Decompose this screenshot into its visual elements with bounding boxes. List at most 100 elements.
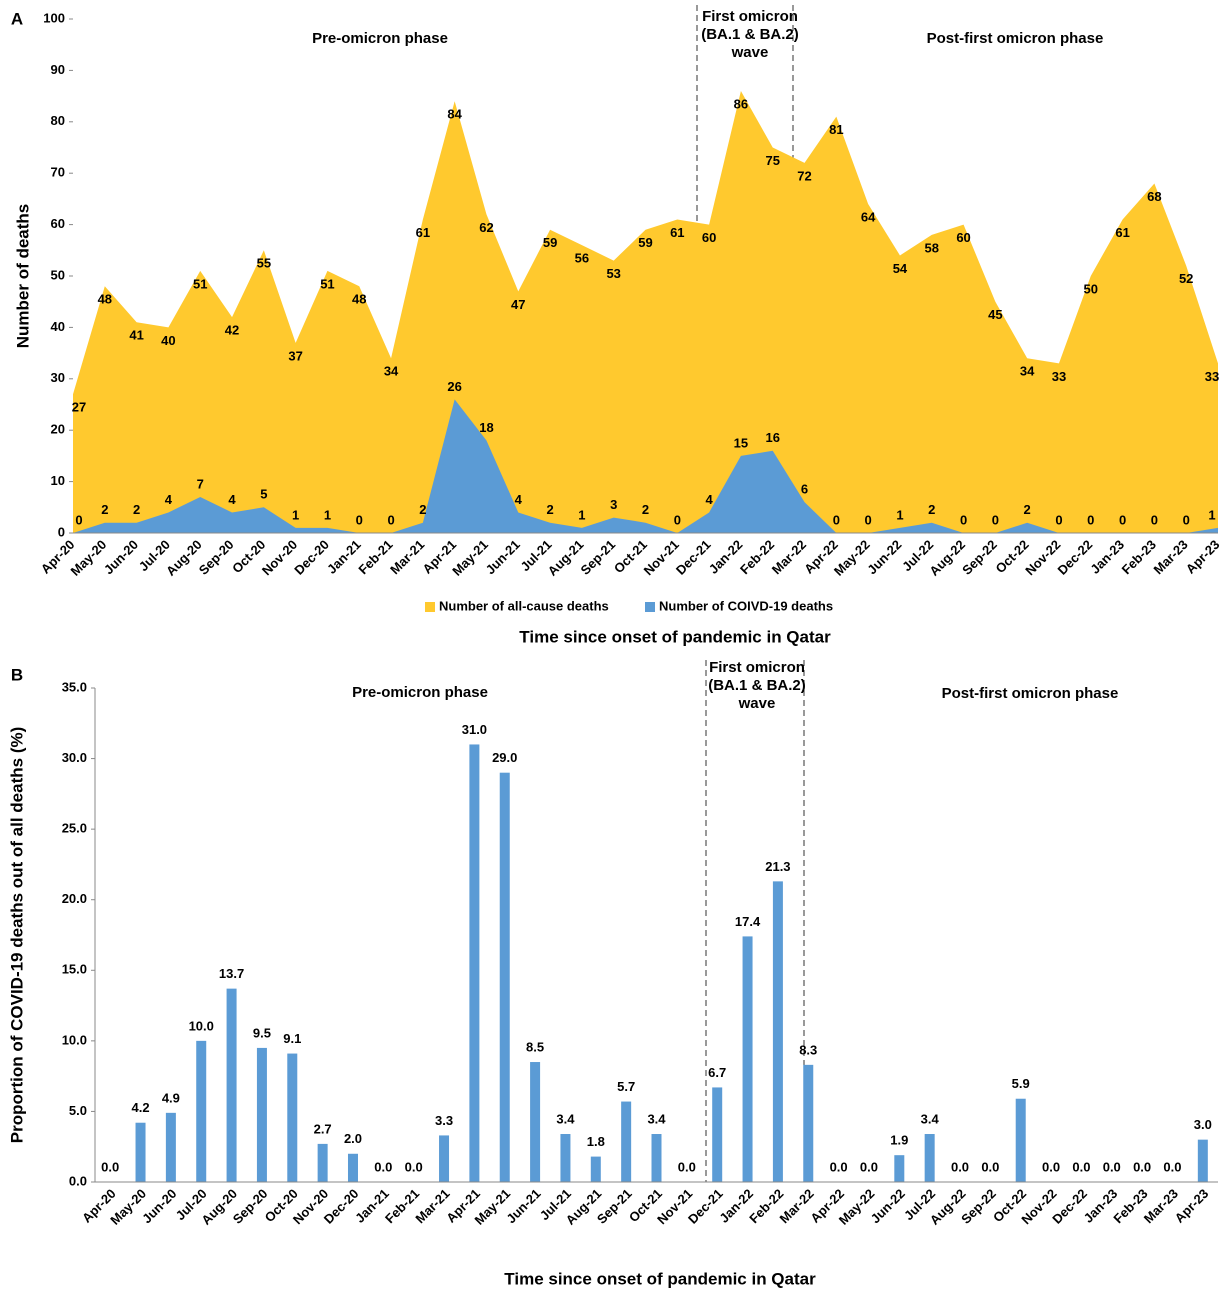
data-label: 3.4 xyxy=(921,1111,940,1126)
x-tick-label: Apr-23 xyxy=(1172,1186,1212,1226)
data-label: 47 xyxy=(511,297,525,312)
x-tick-label: Sep-20 xyxy=(230,1186,271,1227)
data-label: 1 xyxy=(324,507,331,522)
phase-label: First omicron xyxy=(709,659,805,676)
x-tick-label: May-22 xyxy=(831,537,873,579)
data-label: 33 xyxy=(1205,369,1219,384)
data-label: 42 xyxy=(225,323,239,338)
bar xyxy=(803,1064,814,1182)
area xyxy=(73,90,1218,534)
data-label: 1.9 xyxy=(890,1133,908,1148)
x-tick-label: Sep-21 xyxy=(577,537,618,578)
data-label: 4 xyxy=(515,492,523,507)
data-label: 15 xyxy=(734,435,748,450)
data-label: 5.7 xyxy=(617,1079,635,1094)
bar xyxy=(560,1134,571,1182)
data-label: 1.8 xyxy=(587,1134,605,1149)
x-tick-label: Mar-23 xyxy=(1150,537,1190,577)
x-axis-title: Time since onset of pandemic in Qatar xyxy=(519,627,831,646)
data-label: 40 xyxy=(161,333,175,348)
bar xyxy=(135,1122,146,1182)
data-label: 59 xyxy=(638,235,652,250)
data-label: 0 xyxy=(1151,512,1158,527)
y-tick-label: 20.0 xyxy=(62,891,87,906)
data-label: 48 xyxy=(98,292,112,307)
data-label: 2.7 xyxy=(314,1121,332,1136)
data-label: 4.2 xyxy=(131,1100,149,1115)
x-tick-label: Jun-21 xyxy=(483,537,523,577)
phase-label: (BA.1 & BA.2) xyxy=(701,26,799,43)
data-label: 4 xyxy=(705,492,713,507)
data-label: 0.0 xyxy=(951,1159,969,1174)
x-tick-label: Feb-22 xyxy=(737,537,777,577)
x-tick-label: Jan-23 xyxy=(1087,537,1127,577)
y-tick-label: 35.0 xyxy=(62,679,87,694)
bar xyxy=(347,1153,358,1182)
data-label: 3.4 xyxy=(647,1111,666,1126)
data-label: 0 xyxy=(865,512,872,527)
x-tick-label: Aug-22 xyxy=(926,537,968,579)
data-label: 86 xyxy=(734,96,748,111)
x-tick-label: Jan-22 xyxy=(706,537,746,577)
bar xyxy=(712,1087,723,1182)
bar xyxy=(1015,1098,1026,1182)
x-tick-label: Nov-20 xyxy=(259,537,300,578)
x-tick-label: Jan-21 xyxy=(324,537,364,577)
data-label: 2 xyxy=(642,502,649,517)
y-tick-label: 80 xyxy=(51,113,65,128)
data-label: 0.0 xyxy=(1042,1159,1060,1174)
bar xyxy=(590,1156,601,1182)
data-label: 17.4 xyxy=(735,914,761,929)
phase-label: Pre-omicron phase xyxy=(352,684,488,701)
data-label: 1 xyxy=(292,507,299,522)
y-tick-label: 10 xyxy=(51,473,65,488)
x-tick-label: Dec-20 xyxy=(321,1186,362,1227)
x-tick-label: Feb-21 xyxy=(355,537,395,577)
y-tick-label: 70 xyxy=(51,165,65,180)
data-label: 0.0 xyxy=(830,1159,848,1174)
y-tick-label: 40 xyxy=(51,319,65,334)
data-label: 18 xyxy=(479,420,493,435)
data-label: 1 xyxy=(896,507,903,522)
bar xyxy=(226,988,237,1182)
data-label: 0.0 xyxy=(101,1159,119,1174)
area xyxy=(73,399,1218,533)
phase-label: Post-first omicron phase xyxy=(927,30,1104,47)
x-tick-label: May-21 xyxy=(449,537,491,579)
data-label: 53 xyxy=(606,266,620,281)
y-tick-label: 30.0 xyxy=(62,750,87,765)
bar xyxy=(1197,1139,1208,1182)
x-tick-label: Sep-21 xyxy=(594,1186,635,1227)
x-tick-label: Dec-20 xyxy=(291,537,332,578)
data-label: 29.0 xyxy=(492,750,517,765)
data-label: 0 xyxy=(833,512,840,527)
y-tick-label: 0.0 xyxy=(69,1173,87,1188)
phase-label: wave xyxy=(731,44,769,61)
data-label: 0.0 xyxy=(860,1159,878,1174)
data-label: 8.3 xyxy=(799,1042,817,1057)
data-label: 55 xyxy=(257,256,271,271)
data-label: 0.0 xyxy=(374,1159,392,1174)
data-label: 68 xyxy=(1147,189,1161,204)
panel-letter: B xyxy=(11,665,23,684)
data-label: 51 xyxy=(193,276,207,291)
panel-letter: A xyxy=(11,9,23,28)
data-label: 61 xyxy=(416,225,430,240)
data-label: 75 xyxy=(765,153,779,168)
data-label: 51 xyxy=(320,276,334,291)
x-tick-label: Aug-20 xyxy=(163,537,205,579)
data-label: 9.5 xyxy=(253,1025,271,1040)
bar xyxy=(196,1040,207,1182)
bar xyxy=(499,772,510,1182)
data-label: 26 xyxy=(447,379,461,394)
data-label: 48 xyxy=(352,292,366,307)
phase-label: Post-first omicron phase xyxy=(942,685,1119,702)
data-label: 0 xyxy=(1183,512,1190,527)
data-label: 3 xyxy=(610,497,617,512)
data-label: 37 xyxy=(288,348,302,363)
x-tick-label: Mar-21 xyxy=(412,1186,452,1226)
data-label: 59 xyxy=(543,235,557,250)
data-label: 61 xyxy=(1115,225,1129,240)
data-label: 5 xyxy=(260,487,267,502)
data-label: 0.0 xyxy=(1163,1159,1181,1174)
